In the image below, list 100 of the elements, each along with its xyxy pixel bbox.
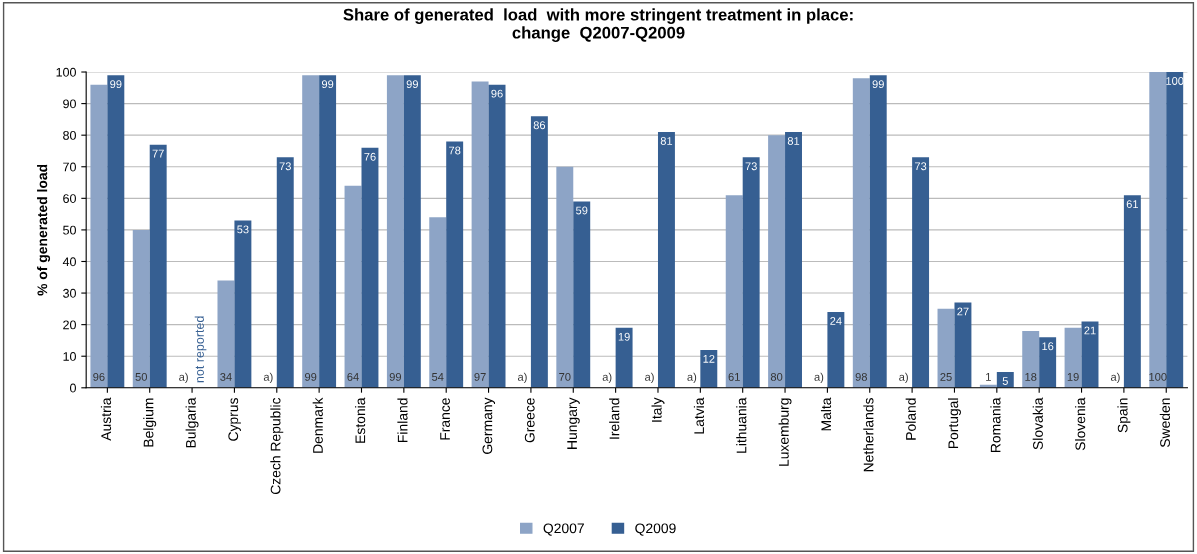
text: a) — [179, 372, 188, 384]
data-label: 99 — [305, 373, 317, 381]
x-tick-label: Spain — [1117, 398, 1131, 433]
text: a) — [687, 372, 697, 384]
data-label: 78 — [449, 146, 461, 155]
data-label: 1 — [986, 373, 991, 381]
data-label: 34 — [220, 373, 232, 381]
x-tick-label: Poland — [905, 398, 916, 440]
bar — [446, 141, 464, 388]
data-label: 73 — [745, 162, 757, 171]
text: a) — [1110, 372, 1120, 384]
bar — [488, 84, 506, 388]
bar — [937, 308, 955, 388]
data-label: 19 — [618, 332, 630, 341]
data-label: 64 — [347, 373, 359, 381]
data-label: 80 — [770, 373, 783, 381]
x-tick-label: Estonia — [355, 397, 366, 443]
legend-label: Q2009 — [635, 523, 676, 536]
data-label: 61 — [1126, 200, 1138, 209]
data-label: 81 — [787, 137, 800, 145]
data-label: 77 — [152, 149, 164, 158]
bar — [1081, 321, 1099, 388]
data-label: 73 — [279, 162, 291, 171]
bar — [657, 132, 675, 388]
data-label: 100 — [1149, 373, 1167, 381]
text: a) — [814, 372, 824, 384]
x-tick-label: Lithuania — [736, 397, 747, 453]
bar — [90, 84, 108, 388]
data-label: 16 — [1042, 342, 1054, 351]
y-axis-title: % of generated load — [37, 164, 51, 296]
data-label: 99 — [110, 80, 122, 89]
x-tick-label: France — [440, 398, 450, 440]
x-tick-label: Italy — [651, 397, 665, 422]
x-tick-label: Czech Republic — [270, 397, 284, 495]
bar — [107, 75, 125, 388]
data-label: 70 — [559, 373, 571, 381]
bar — [827, 312, 845, 388]
x-tick-label: Belgium — [143, 398, 157, 447]
x-tick-label: Netherlands — [863, 398, 874, 472]
bar — [785, 132, 802, 388]
data-label: 24 — [830, 317, 842, 325]
x-tick-label: Finland — [397, 398, 408, 442]
x-tick-label: Sweden — [1159, 398, 1170, 448]
bar — [344, 185, 362, 388]
bar — [217, 280, 235, 388]
data-label: 86 — [533, 121, 546, 130]
y-tick-label: 100 — [56, 67, 76, 77]
bar — [403, 75, 421, 388]
data-label: 73 — [914, 162, 927, 171]
data-label: 97 — [474, 373, 486, 381]
data-label: 99 — [872, 80, 884, 89]
y-tick-label: 30 — [63, 288, 76, 298]
bar — [954, 302, 972, 388]
bar — [319, 75, 337, 388]
data-label: 61 — [728, 373, 740, 381]
x-tick-label: Greece — [524, 398, 535, 443]
legend-label: Q2007 — [543, 523, 584, 536]
y-tick-label: 0 — [70, 383, 76, 393]
y-tick-label: 40 — [62, 257, 76, 267]
bar — [1123, 195, 1141, 388]
data-label: 21 — [1084, 326, 1096, 335]
text: a) — [517, 372, 527, 384]
data-label: 54 — [432, 373, 444, 381]
data-label: 19 — [1067, 373, 1079, 381]
bar — [276, 157, 294, 388]
bar — [768, 135, 786, 388]
x-tick-label: Ireland — [609, 398, 620, 439]
bar — [429, 217, 447, 388]
x-tick-label: Slovakia — [1032, 397, 1043, 450]
bar — [742, 157, 760, 388]
bar — [361, 147, 379, 388]
bar — [234, 220, 252, 388]
data-label: 18 — [1025, 373, 1037, 381]
x-tick-label: Hungary — [567, 397, 580, 449]
text: a) — [263, 372, 273, 384]
y-tick-label: 20 — [63, 320, 76, 330]
data-label: 12 — [703, 354, 715, 363]
chart-title: Share of generated load with more stringent treatment in place: change Q2007-Q2009 — [343, 8, 853, 42]
bar — [302, 75, 320, 388]
bar — [1166, 72, 1184, 388]
bar — [1039, 337, 1057, 388]
data-label: 98 — [855, 373, 867, 381]
x-tick-label: Germany — [482, 397, 496, 454]
bar — [1149, 72, 1167, 388]
bar — [700, 349, 718, 388]
bar — [530, 116, 548, 388]
bar — [556, 166, 574, 388]
bar — [132, 229, 150, 388]
text: a) — [602, 372, 612, 384]
y-tick-label: 60 — [63, 194, 76, 203]
x-tick-label: Romania — [990, 397, 1001, 452]
y-tick-label: 80 — [63, 130, 76, 140]
y-tick-label: 90 — [63, 99, 76, 109]
x-tick-label: Austria — [100, 397, 112, 441]
x-tick-label: Luxemburg — [778, 398, 792, 466]
bar — [1022, 330, 1040, 388]
x-tick-label: Slovenia — [1075, 397, 1086, 451]
bar — [869, 75, 887, 388]
bar — [615, 327, 633, 388]
data-label: 76 — [364, 152, 376, 161]
